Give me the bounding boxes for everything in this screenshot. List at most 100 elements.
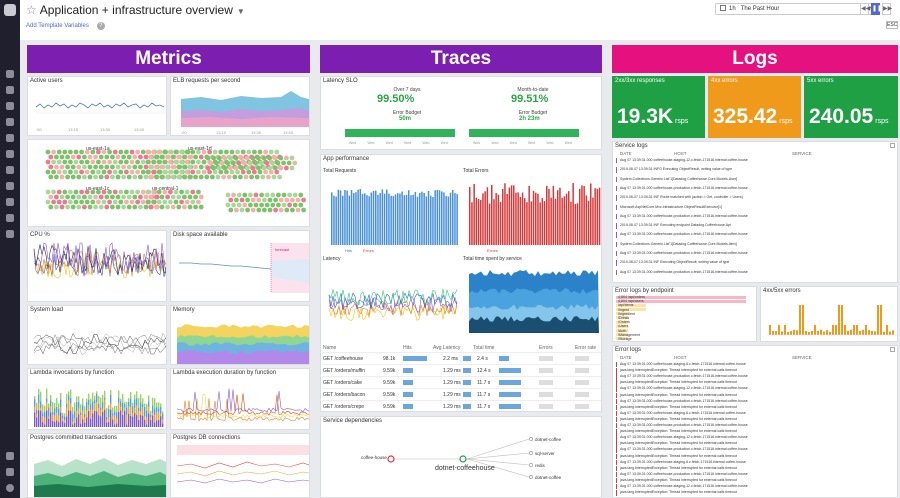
dashboards-icon[interactable] [6,86,14,94]
table-row[interactable]: GET /orders/cake 9.59k 1.29 ms 11.7 s [323,376,601,388]
log-row[interactable]: System.Collections.Generic.List'1[Datado… [616,241,737,248]
log-row[interactable]: Aug 07 13:39:31.000 coffeehouse-staging-… [616,459,746,465]
time-back-button[interactable]: ◀◀ [860,3,870,15]
log-row[interactable]: Aug 07 13:39:31.000 coffeehouse-producti… [616,251,748,257]
logs-icon[interactable] [6,198,14,206]
dashboard-title[interactable]: ☆ Application + infrastructure overview ▼ [26,3,245,17]
log-row[interactable]: java.lang.InterruptedException: Thread i… [616,392,737,398]
log-row[interactable]: 2019-08-07 13:39:31 INF Executing Object… [616,260,729,266]
elb-requests-widget[interactable]: ELB requests per second :00 13:15 13:30 … [170,76,310,136]
postgres-transactions-widget[interactable]: Postgres committed transactions [27,433,167,498]
table-row[interactable]: GET /coffeehouse 98.1k 2.2 ms 2.4 s [323,352,601,364]
log-row[interactable]: java.lang.InterruptedException: Thread i… [616,368,737,374]
service-logs-widget[interactable]: Service logs DATE HOST SERVICE Aug 07 13… [612,141,898,283]
log-row[interactable]: Aug 07 13:39:31.000 coffeehouse-staging-… [616,435,748,441]
log-row[interactable]: Microsoft.AspNetCore.Mvc.Infrastructure.… [616,204,722,210]
log-row[interactable]: System.Collections.Generic.List'1[Datado… [616,176,737,182]
home-icon[interactable] [6,70,14,78]
log-row[interactable]: java.lang.InterruptedException: Thread i… [616,465,737,472]
esc-button[interactable]: ESC [886,21,898,29]
app-performance-widget[interactable]: App performance Total Requests Total Err… [320,154,602,412]
memory-widget[interactable]: Memory [170,305,310,365]
lambda-duration-widget[interactable]: Lambda execution duration by function [170,368,310,430]
integrations-icon[interactable] [6,150,14,158]
endpoint-row[interactable]: 4,804 /api/orders [616,295,756,299]
log-row[interactable]: Aug 07 13:39:31.000 coffeehouse-producti… [616,232,748,238]
node-label[interactable]: coffee-house [361,455,387,460]
log-row[interactable]: Aug 07 13:39:31.000 coffeehouse-staging-… [616,410,746,417]
endpoint-row[interactable]: /Orders [616,320,630,325]
host-map-widget[interactable]: us-east-1a us-east-1d us-east-1c us-cent… [27,139,310,227]
log-row[interactable]: java.lang.InterruptedException: Thread i… [616,441,737,447]
system-load-widget[interactable]: System load [27,305,167,365]
help-icon[interactable] [6,452,14,460]
add-template-variables-link[interactable]: Add Template Variables? [26,22,105,30]
5xx-errors-widget[interactable]: 5xx errors 240.05 rsps [804,76,898,138]
log-row[interactable]: Aug 07 13:39:31.000 coffeehouse-staging-… [616,386,748,392]
infrastructure-icon[interactable] [6,102,14,110]
endpoint-row[interactable]: 4,804 /api/users [616,299,756,303]
log-row[interactable]: Aug 07 13:39:31.000 coffeehouse-producti… [616,398,748,404]
user-avatar-icon[interactable] [6,484,14,492]
log-row[interactable]: 2019-08-07 13:39:31 INFO Executing Objec… [616,167,732,173]
latency-slo-widget[interactable]: Latency SLO Over 7 days 99.50% Error Bud… [320,76,602,150]
node-label[interactable]: dotnet-coffee [535,475,562,480]
lambda-invocations-widget[interactable]: Lambda invocations by function [27,368,167,430]
help-icon[interactable]: ? [96,22,105,30]
notebooks-icon[interactable] [6,182,14,190]
time-forward-button[interactable]: ▶▶ [882,3,892,15]
table-row[interactable]: GET /orders/muffin 9.59k 1.29 ms 12.4 s [323,364,601,376]
service-dependencies-widget[interactable]: Service dependencies coffee-house dotnet… [320,416,602,498]
star-icon[interactable]: ☆ [26,3,37,17]
log-row[interactable]: 2019-08-07 13:39:31 INF Executing endpoi… [616,223,731,229]
disk-space-widget[interactable]: Disk space available forecast [170,230,310,302]
error-logs-widget[interactable]: Error logs DATE HOST SERVICE Aug 07 13:3… [612,345,898,498]
log-row[interactable]: java.lang.InterruptedException: Thread i… [616,453,737,459]
expand-icon[interactable] [890,347,895,352]
security-icon[interactable] [6,214,14,222]
table-row[interactable]: GET /orders/crepe 9.59k 1.29 ms 11.7 s [323,400,601,411]
log-row[interactable]: 2019-08-07 13:39:31 INF Route matched wi… [616,195,743,201]
node-label[interactable]: dotnet-coffee [535,437,562,442]
apm-icon[interactable] [6,166,14,174]
node-label[interactable]: sql-server [535,451,555,456]
endpoint-row[interactable]: /api/items [616,303,756,307]
endpoint-row[interactable]: /Drinks [616,315,630,320]
log-row[interactable]: Aug 07 13:39:31.000 coffeehouse-producti… [616,269,748,275]
datadog-logo-icon[interactable] [4,4,16,16]
cpu-widget[interactable]: CPU % [27,230,167,302]
log-row[interactable]: Aug 07 13:39:31.000 coffeehouse-producti… [616,185,748,192]
endpoint-row[interactable]: /Auth [616,328,628,333]
log-row[interactable]: Aug 07 13:39:31.000 coffeehouse-producti… [616,374,748,380]
node-label[interactable]: redis [535,463,545,468]
endpoint-row[interactable]: /Management [616,332,640,337]
endpoint-row[interactable]: /Storage [616,336,632,341]
4xx-errors-widget[interactable]: 4xx errors 325.42 rsps [708,76,801,138]
log-row[interactable]: Aug 07 13:39:31.000 coffeehouse-producti… [616,213,748,220]
2xx-responses-widget[interactable]: 2xx/3xx responses 19.3K rsps [612,76,705,138]
log-row[interactable]: Aug 07 13:39:31.000 coffeehouse-producti… [616,423,748,429]
settings-icon[interactable] [6,468,14,476]
time-range-selector[interactable]: 1h The Past Hour▾ [715,3,875,15]
log-row[interactable]: java.lang.InterruptedException: Thread i… [616,416,737,423]
log-row[interactable]: java.lang.InterruptedException: Thread i… [616,490,737,496]
log-row[interactable]: java.lang.InterruptedException: Thread i… [616,380,737,386]
log-row[interactable]: Aug 07 13:39:31.000 coffeehouse-staging-… [616,158,748,164]
log-row[interactable]: Aug 07 13:39:31.000 coffeehouse-staging-… [616,362,746,368]
node-label[interactable]: dotnet-coffeehouse [435,465,495,472]
metrics-icon[interactable] [6,134,14,142]
log-row[interactable]: Aug 07 13:39:31.000 coffeehouse-producti… [616,471,748,478]
active-users-widget[interactable]: Active users :00 13:15 13:30 13:45 [27,76,167,136]
expand-icon[interactable] [890,143,895,148]
log-row[interactable]: Aug 07 13:39:31.000 coffeehouse-producti… [616,447,748,453]
log-row[interactable]: Aug 07 13:39:31.000 coffeehouse-staging-… [616,484,748,490]
chevron-down-icon[interactable]: ▼ [236,7,245,16]
error-logs-endpoint-widget[interactable]: Error logs by endpoint 4,804 /api/orders… [612,286,757,342]
pause-button[interactable]: ❚❚ [871,3,882,15]
log-row[interactable]: java.lang.InterruptedException: Thread i… [616,429,737,435]
log-row[interactable]: java.lang.InterruptedException: Thread i… [616,477,737,484]
postgres-connections-widget[interactable]: Postgres DB connections [170,433,310,498]
log-row[interactable]: java.lang.InterruptedException: Thread i… [616,404,737,411]
endpoint-row[interactable]: /Ingredient [616,311,635,316]
endpoint-row[interactable]: /Users [616,324,629,329]
